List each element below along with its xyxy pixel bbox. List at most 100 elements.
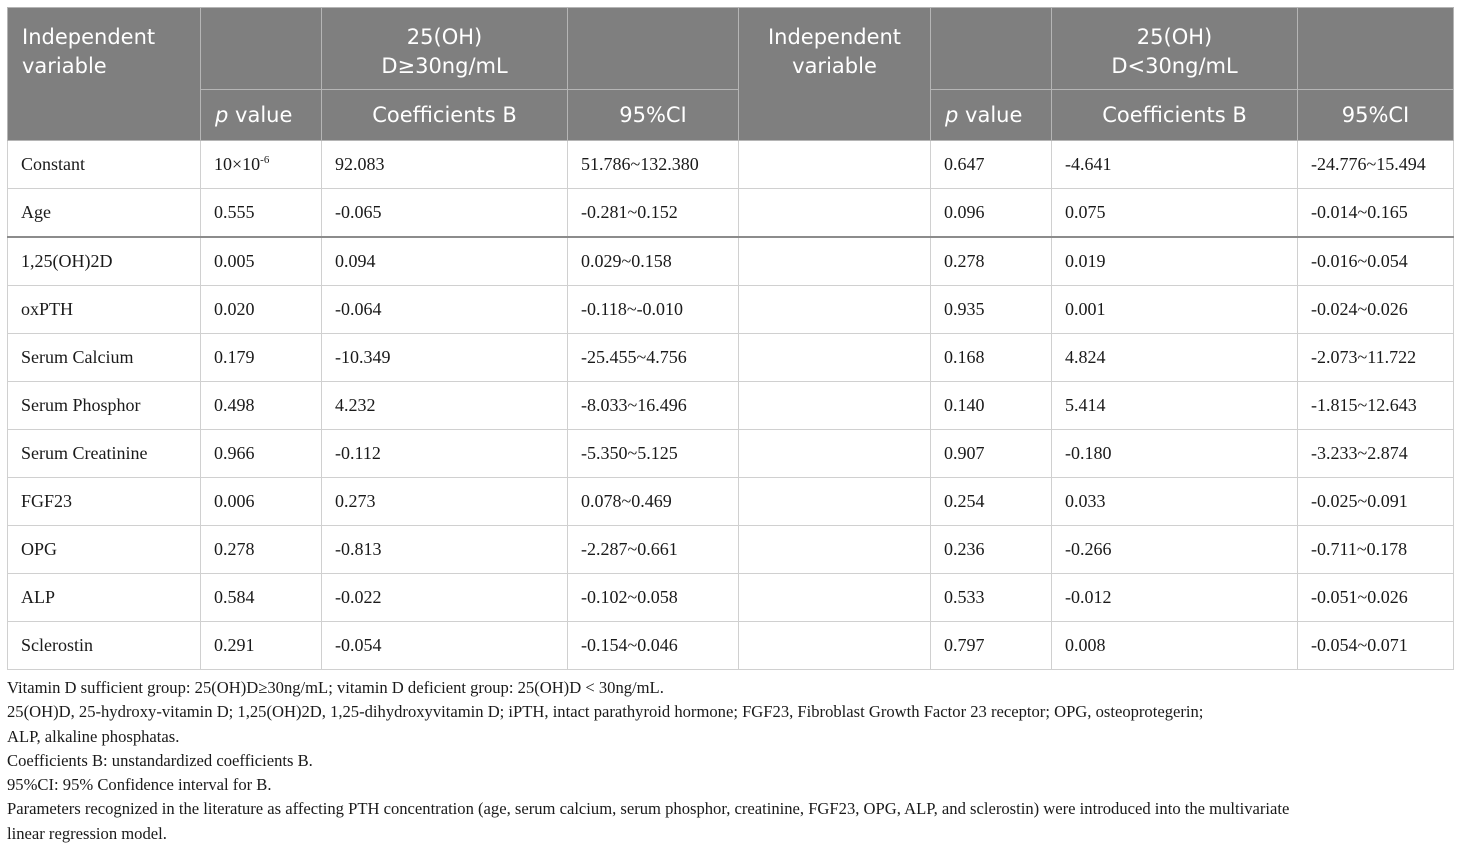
regression-table: Independent variable 25(OH) D≥30ng/mL In… [7, 7, 1454, 670]
p-value-deficient: 0.647 [930, 140, 1052, 189]
p-value-base: 10×10 [214, 154, 261, 174]
variable-name: Serum Calcium [7, 333, 201, 382]
footnote-ci: 95%CI: 95% Confidence interval for B. [7, 775, 272, 795]
coefficient-sufficient: 0.094 [321, 236, 568, 286]
table-row: oxPTH 0.020 -0.064 -0.118~-0.010 0.935 0… [7, 285, 1454, 334]
footnote-coefficients: Coefficients B: unstandardized coefficie… [7, 750, 313, 770]
coefficient-deficient: 0.075 [1051, 188, 1298, 238]
empty-cell [738, 477, 931, 526]
p-value-suffix: value [228, 102, 293, 127]
ci-sufficient: 0.029~0.158 [567, 236, 739, 286]
ci-deficient: -3.233~2.874 [1297, 429, 1454, 478]
table-row: Serum Creatinine 0.966 -0.112 -5.350~5.1… [7, 429, 1454, 478]
header-blank-cell [200, 7, 322, 90]
footnote-groups: Vitamin D sufficient group: 25(OH)D≥30ng… [7, 678, 664, 697]
footnote-abbreviations: 25(OH)D, 25-hydroxy-vitamin D; 1,25(OH)2… [7, 702, 1204, 722]
empty-cell [738, 140, 931, 189]
header-group-sufficient: 25(OH) D≥30ng/mL [321, 7, 568, 90]
ci-sufficient: 51.786~132.380 [567, 140, 739, 189]
coefficient-deficient: 0.033 [1051, 477, 1298, 526]
coefficient-sufficient: -0.112 [321, 429, 568, 478]
p-italic-label: p [945, 102, 959, 127]
empty-cell [738, 429, 931, 478]
variable-name: Serum Phosphor [7, 381, 201, 430]
coefficient-sufficient: 92.083 [321, 140, 568, 189]
p-value-sufficient: 0.006 [200, 477, 322, 526]
table-row: 1,25(OH)2D 0.005 0.094 0.029~0.158 0.278… [7, 236, 1454, 286]
table-row: Serum Calcium 0.179 -10.349 -25.455~4.75… [7, 333, 1454, 382]
header-blank-cell [1297, 7, 1454, 90]
header-95ci: 95%CI [567, 89, 739, 141]
header-independent-variable-right: Independent variable [738, 7, 931, 141]
p-value-deficient: 0.278 [930, 236, 1052, 286]
ci-deficient: -1.815~12.643 [1297, 381, 1454, 430]
coefficient-deficient: -0.266 [1051, 525, 1298, 574]
ci-sufficient: -0.154~0.046 [567, 621, 739, 670]
p-value-sufficient: 0.291 [200, 621, 322, 670]
variable-name: ALP [7, 573, 201, 622]
coefficient-sufficient: -0.813 [321, 525, 568, 574]
p-value-sufficient: 0.584 [200, 573, 322, 622]
ci-deficient: -0.711~0.178 [1297, 525, 1454, 574]
header-95ci: 95%CI [1297, 89, 1454, 141]
coefficient-sufficient: -0.022 [321, 573, 568, 622]
p-italic-label: p [215, 102, 229, 127]
variable-name: Constant [7, 140, 201, 189]
footnote-parameters: Parameters recognized in the literature … [7, 799, 1290, 819]
ci-deficient: -24.776~15.494 [1297, 140, 1454, 189]
ci-sufficient: -5.350~5.125 [567, 429, 739, 478]
p-value-sufficient: 0.278 [200, 525, 322, 574]
header-row-top: Independent variable 25(OH) D≥30ng/mL In… [7, 7, 1454, 141]
empty-cell [738, 621, 931, 670]
table-row: Serum Phosphor 0.498 4.232 -8.033~16.496… [7, 381, 1454, 430]
empty-cell [738, 236, 931, 286]
p-value-deficient: 0.254 [930, 477, 1052, 526]
ci-deficient: -0.054~0.071 [1297, 621, 1454, 670]
header-coefficients-b: Coefficients B [321, 89, 568, 141]
p-value-deficient: 0.168 [930, 333, 1052, 382]
coefficient-sufficient: -0.065 [321, 188, 568, 238]
p-value-suffix: value [958, 102, 1023, 127]
p-value-sufficient: 0.020 [200, 285, 322, 334]
ci-sufficient: -2.287~0.661 [567, 525, 739, 574]
table-row: OPG 0.278 -0.813 -2.287~0.661 0.236 -0.2… [7, 525, 1454, 574]
coefficient-deficient: 4.824 [1051, 333, 1298, 382]
p-value-sufficient: 10×10-6 [200, 140, 322, 189]
p-value-sufficient: 0.498 [200, 381, 322, 430]
p-value-sufficient: 0.966 [200, 429, 322, 478]
variable-name: FGF23 [7, 477, 201, 526]
ci-deficient: -0.016~0.054 [1297, 236, 1454, 286]
header-p-value: p value [930, 89, 1052, 141]
p-value-deficient: 0.533 [930, 573, 1052, 622]
p-value-deficient: 0.935 [930, 285, 1052, 334]
ci-deficient: -0.024~0.026 [1297, 285, 1454, 334]
header-independent-variable-left: Independent variable [7, 7, 201, 141]
p-value-deficient: 0.140 [930, 381, 1052, 430]
variable-name: Serum Creatinine [7, 429, 201, 478]
p-value-deficient: 0.096 [930, 188, 1052, 238]
table-row: Constant 10×10-6 92.083 51.786~132.380 0… [7, 140, 1454, 189]
header-blank-cell [567, 7, 739, 90]
empty-cell [738, 188, 931, 238]
coefficient-deficient: -4.641 [1051, 140, 1298, 189]
coefficient-deficient: 0.019 [1051, 236, 1298, 286]
ci-sufficient: -0.118~-0.010 [567, 285, 739, 334]
ci-deficient: -0.051~0.026 [1297, 573, 1454, 622]
footnote-parameters-cont: linear regression model. [7, 823, 167, 843]
p-value-deficient: 0.236 [930, 525, 1052, 574]
p-value-sufficient: 0.005 [200, 236, 322, 286]
empty-cell [738, 285, 931, 334]
header-p-value: p value [200, 89, 322, 141]
ci-sufficient: -8.033~16.496 [567, 381, 739, 430]
coefficient-sufficient: -0.064 [321, 285, 568, 334]
regression-table-figure: Independent variable 25(OH) D≥30ng/mL In… [7, 7, 1454, 846]
p-value-sufficient: 0.555 [200, 188, 322, 238]
header-coefficients-b: Coefficients B [1051, 89, 1298, 141]
footnote-abbreviations-cont: ALP, alkaline phosphatas. [7, 726, 180, 746]
coefficient-deficient: -0.012 [1051, 573, 1298, 622]
ci-sufficient: -0.102~0.058 [567, 573, 739, 622]
header-row-sub: p value Coefficients B 95%CI p value Coe… [8, 89, 1454, 141]
p-value-exponent: -6 [260, 154, 270, 166]
variable-name: oxPTH [7, 285, 201, 334]
coefficient-deficient: -0.180 [1051, 429, 1298, 478]
